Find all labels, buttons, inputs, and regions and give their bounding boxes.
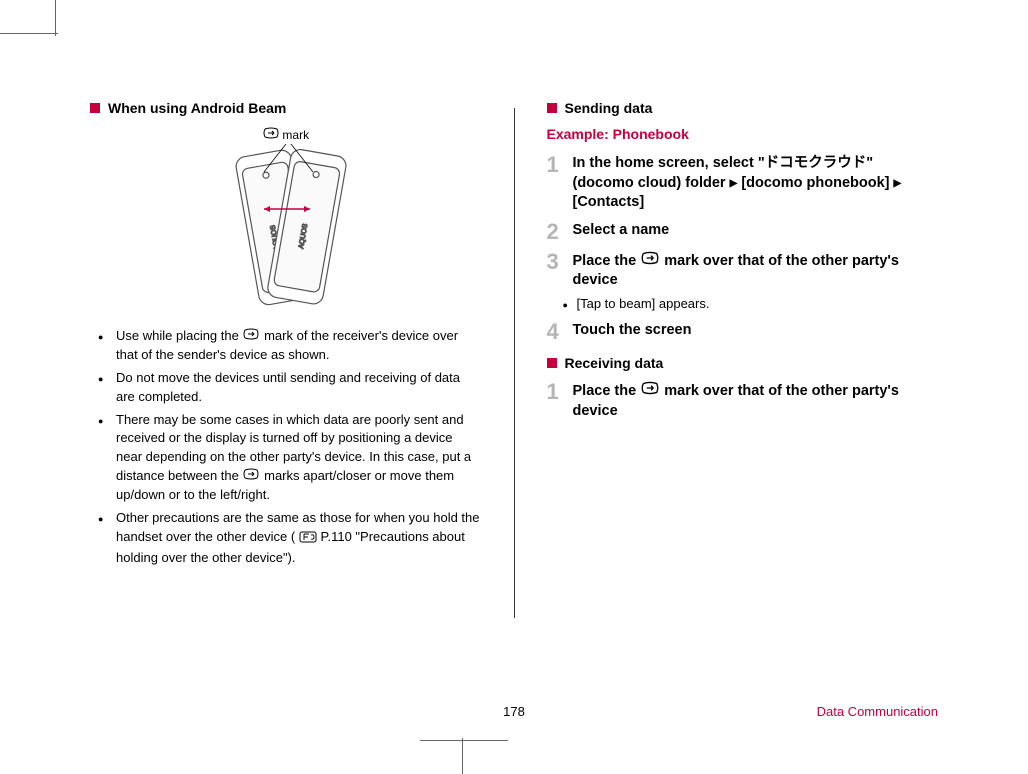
heading-text: Receiving data bbox=[565, 355, 664, 371]
heading-text: When using Android Beam bbox=[108, 100, 286, 116]
step-number: 3 bbox=[547, 251, 565, 273]
section-heading: Receiving data bbox=[547, 355, 939, 371]
page-footer: 178 Data Communication bbox=[90, 704, 938, 719]
step-text: In the home screen, select "ドコモクラウド" (do… bbox=[573, 154, 939, 213]
list-item: There may be some cases in which data ar… bbox=[116, 411, 482, 505]
section-heading: Sending data bbox=[547, 100, 939, 116]
step-text: Touch the screen bbox=[573, 321, 939, 341]
step-item: 3 Place the mark over that of the other … bbox=[547, 251, 939, 291]
step-list: 1 Place the mark over that of the other … bbox=[547, 381, 939, 421]
step-item: 1 Place the mark over that of the other … bbox=[547, 381, 939, 421]
step-sub-list: [Tap to beam] appears. bbox=[547, 295, 939, 313]
phones-illustration-icon: AQUOS AQUOS bbox=[206, 144, 366, 314]
section-heading: When using Android Beam bbox=[90, 100, 482, 116]
step-number: 1 bbox=[547, 381, 565, 403]
square-bullet-icon bbox=[547, 358, 557, 368]
step-item: 2 Select a name bbox=[547, 221, 939, 243]
example-label: Example: Phonebook bbox=[547, 126, 939, 142]
square-bullet-icon bbox=[90, 103, 100, 113]
page-content: When using Android Beam mark AQUOS bbox=[90, 100, 938, 694]
crop-mark bbox=[462, 738, 463, 774]
list-item: Use while placing the mark of the receiv… bbox=[116, 327, 482, 365]
step-number: 1 bbox=[547, 154, 565, 176]
bullet-list: Use while placing the mark of the receiv… bbox=[90, 327, 482, 567]
heading-text: Sending data bbox=[565, 100, 653, 116]
step-item: 1 In the home screen, select "ドコモクラウド" (… bbox=[547, 154, 939, 213]
crop-mark bbox=[420, 740, 508, 741]
page-number: 178 bbox=[503, 704, 525, 719]
triangle-icon: ▶ bbox=[894, 177, 902, 191]
list-item: Do not move the devices until sending an… bbox=[116, 369, 482, 407]
step-number: 4 bbox=[547, 321, 565, 343]
device-figure: mark AQUOS bbox=[90, 126, 482, 319]
column-divider bbox=[514, 108, 515, 618]
crop-mark bbox=[0, 33, 58, 34]
step-list: 1 In the home screen, select "ドコモクラウド" (… bbox=[547, 154, 939, 343]
mark-label: mark bbox=[262, 127, 309, 142]
nfc-icon bbox=[640, 381, 660, 402]
nfc-icon bbox=[242, 467, 260, 486]
nfc-icon bbox=[242, 327, 260, 346]
reference-icon bbox=[299, 530, 317, 549]
step-text: Place the mark over that of the other pa… bbox=[573, 251, 939, 291]
crop-mark bbox=[55, 0, 56, 36]
left-column: When using Android Beam mark AQUOS bbox=[90, 100, 482, 694]
section-name: Data Communication bbox=[817, 704, 938, 719]
list-item: Other precautions are the same as those … bbox=[116, 509, 482, 568]
square-bullet-icon bbox=[547, 103, 557, 113]
step-text: Place the mark over that of the other pa… bbox=[573, 381, 939, 421]
step-item: 4 Touch the screen bbox=[547, 321, 939, 343]
triangle-icon: ▶ bbox=[730, 177, 738, 191]
step-number: 2 bbox=[547, 221, 565, 243]
list-item: [Tap to beam] appears. bbox=[577, 295, 939, 313]
right-column: Sending data Example: Phonebook 1 In the… bbox=[547, 100, 939, 694]
nfc-icon bbox=[262, 127, 280, 142]
nfc-icon bbox=[640, 251, 660, 272]
step-text: Select a name bbox=[573, 221, 939, 241]
